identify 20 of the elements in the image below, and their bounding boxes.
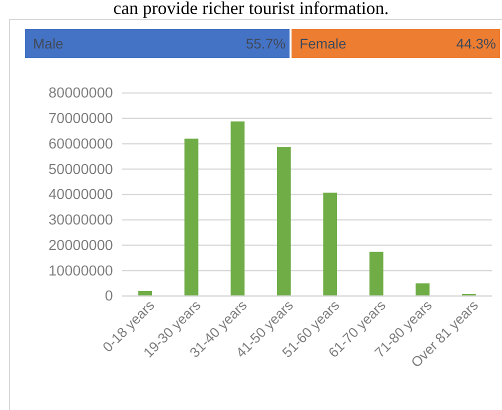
series-label: Male [33, 36, 64, 52]
y-tick-label: 80000000 [48, 86, 113, 102]
bar [416, 283, 430, 296]
bar [323, 192, 338, 296]
data-label: 44.3% [456, 36, 496, 52]
bar [276, 147, 291, 296]
y-tick-label: 30000000 [48, 212, 113, 229]
y-tick-label: 20000000 [48, 238, 113, 254]
bar [184, 138, 198, 296]
data-label: 55.7% [246, 36, 286, 52]
series-label: Female [300, 36, 346, 52]
y-tick-label: 50000000 [48, 162, 113, 178]
bar [230, 121, 245, 296]
y-tick-label: 40000000 [48, 187, 113, 204]
y-tick-label: 10000000 [48, 263, 113, 280]
text: can provide richer tourist information. [113, 0, 389, 18]
y-tick-label: 60000000 [48, 136, 113, 152]
y-tick-label: 0 [104, 288, 113, 305]
bar [369, 252, 384, 296]
y-tick-label: 70000000 [48, 111, 113, 128]
